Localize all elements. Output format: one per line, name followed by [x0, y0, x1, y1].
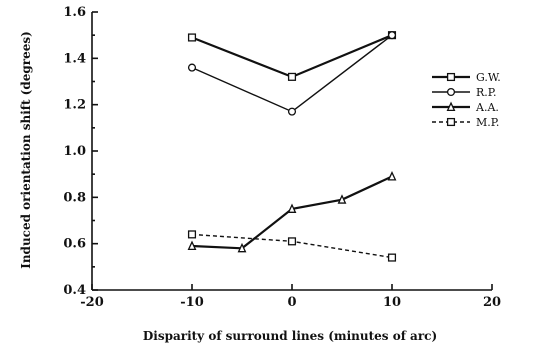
legend-label-g-w: G.W.: [476, 71, 501, 84]
y-tick-label: 1.2: [63, 98, 86, 113]
data-point-r-p: [389, 32, 396, 39]
data-point-a-a: [189, 242, 196, 249]
y-tick-label: 1.6: [63, 5, 86, 20]
x-tick-label: -10: [180, 295, 204, 310]
y-axis-label: Induced orientation shift (degrees): [19, 31, 33, 269]
data-point-g-w: [189, 34, 196, 41]
data-point-m-p: [189, 231, 196, 238]
data-point-r-p: [189, 64, 196, 71]
legend-label-r-p: R.P.: [476, 86, 496, 99]
x-tick-label: -20: [80, 295, 104, 310]
y-tick-label: 0.6: [63, 237, 86, 252]
x-axis-label: Disparity of surround lines (minutes of …: [143, 329, 437, 343]
legend-marker-a-a: [448, 103, 455, 110]
legend-label-m-p: M.P.: [476, 116, 499, 129]
data-point-m-p: [389, 254, 396, 261]
data-point-a-a: [339, 196, 346, 203]
axis-ticks: 0.40.60.81.01.21.41.6-20 -10 0 10 20: [63, 5, 501, 310]
x-tick-label: 20: [483, 295, 501, 310]
y-tick-label: 1.4: [63, 51, 86, 66]
data-point-a-a: [389, 173, 396, 180]
series-line-g-w: [192, 35, 392, 77]
data-point-m-p: [289, 238, 296, 245]
x-tick-label: 0: [287, 295, 296, 310]
data-point-g-w: [289, 73, 296, 80]
data-point-a-a: [289, 205, 296, 212]
plot-series: [189, 32, 396, 261]
y-tick-label: 0.8: [63, 190, 86, 205]
legend-marker-g-w: [448, 74, 455, 81]
data-point-r-p: [289, 108, 296, 115]
legend-marker-m-p: [448, 119, 455, 126]
legend: G.W. R.P. A.A. M.P.: [432, 71, 501, 129]
axes: [92, 12, 492, 290]
x-tick-label: 10: [383, 295, 401, 310]
legend-marker-r-p: [448, 89, 455, 96]
y-tick-label: 1.0: [63, 144, 86, 159]
legend-label-a-a: A.A.: [475, 101, 499, 114]
